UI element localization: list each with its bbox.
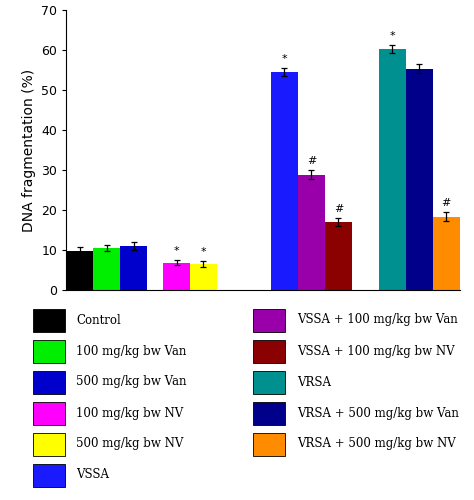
Text: #: # (334, 204, 343, 214)
Bar (163, 263, 190, 290)
Text: 500 mg/kg bw Van: 500 mg/kg bw Van (76, 376, 187, 388)
Bar (253, 370, 285, 394)
Bar (33, 402, 65, 424)
Bar (253, 340, 285, 362)
Bar (33, 464, 65, 486)
Text: VSSA: VSSA (76, 468, 109, 481)
Text: *: * (390, 31, 395, 41)
Bar (33, 432, 65, 456)
Text: *: * (282, 54, 287, 64)
Text: Control: Control (76, 314, 121, 326)
Text: #: # (307, 156, 316, 166)
Text: VRSA + 500 mg/kg bw NV: VRSA + 500 mg/kg bw NV (297, 438, 456, 450)
Bar (406, 69, 433, 290)
Bar (433, 217, 460, 290)
Bar (120, 246, 147, 290)
Text: VRSA: VRSA (297, 376, 331, 388)
Text: #: # (442, 198, 451, 208)
Bar (325, 222, 352, 290)
Text: *: * (201, 248, 206, 258)
Y-axis label: DNA fragmentation (%): DNA fragmentation (%) (22, 68, 36, 232)
Text: VSSA + 100 mg/kg bw NV: VSSA + 100 mg/kg bw NV (297, 344, 455, 358)
Bar (190, 264, 217, 290)
Bar (93, 248, 120, 290)
Bar (33, 340, 65, 362)
Text: 100 mg/kg bw Van: 100 mg/kg bw Van (76, 344, 187, 358)
Bar (379, 49, 406, 290)
Bar (271, 72, 298, 290)
Text: 500 mg/kg bw NV: 500 mg/kg bw NV (76, 438, 183, 450)
Bar (33, 308, 65, 332)
Bar (66, 251, 93, 290)
Bar (253, 432, 285, 456)
Text: VSSA + 100 mg/kg bw Van: VSSA + 100 mg/kg bw Van (297, 314, 458, 326)
Text: VRSA + 500 mg/kg bw Van: VRSA + 500 mg/kg bw Van (297, 406, 459, 420)
Text: 100 mg/kg bw NV: 100 mg/kg bw NV (76, 406, 183, 420)
Bar (298, 175, 325, 290)
Bar (33, 370, 65, 394)
Bar (253, 308, 285, 332)
Text: *: * (173, 246, 179, 256)
Bar (253, 402, 285, 424)
